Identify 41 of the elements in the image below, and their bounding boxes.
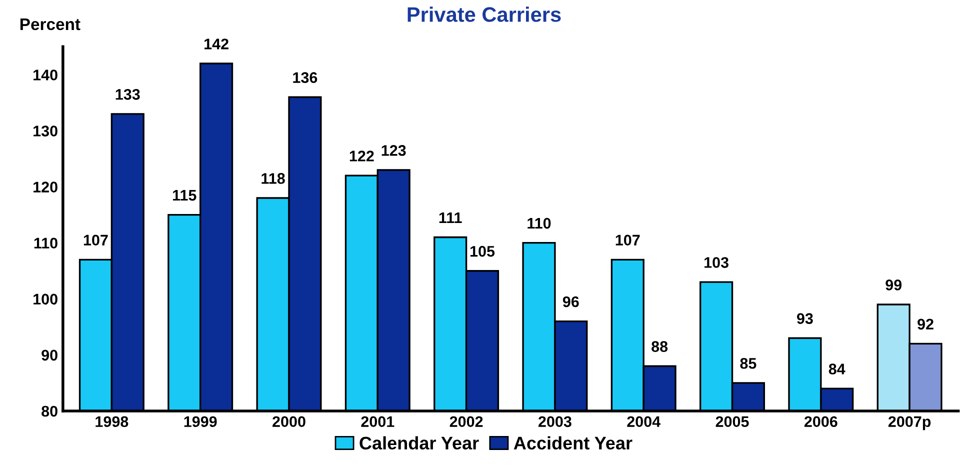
data-label: 88 (652, 341, 668, 352)
data-label: 99 (886, 280, 902, 290)
data-label: 96 (562, 296, 579, 308)
x-tick-label: 1999 (184, 416, 217, 428)
data-label: 107 (616, 234, 640, 246)
data-label: 122 (350, 150, 374, 162)
x-tick-label: 2001 (361, 416, 394, 428)
data-label: 110 (528, 218, 551, 229)
data-label: 103 (704, 257, 728, 268)
y-tick-label: 140 (34, 70, 58, 80)
data-label: 142 (204, 38, 228, 50)
x-tick-label: 2005 (716, 416, 749, 428)
y-tick-label: 120 (34, 182, 58, 192)
data-label: 123 (382, 145, 406, 156)
data-label: 92 (918, 318, 934, 330)
data-label: 85 (740, 358, 756, 369)
data-label: 118 (262, 173, 285, 184)
x-tick-label: 2003 (538, 416, 572, 428)
x-tick-label: 2006 (804, 416, 838, 428)
y-tick-label: 100 (34, 294, 58, 305)
data-label: 136 (293, 72, 318, 84)
y-tick-label: 80 (42, 406, 58, 417)
data-label: 105 (470, 246, 495, 257)
data-label: 93 (796, 313, 813, 324)
y-tick-label: 130 (34, 126, 58, 136)
y-tick-label: 90 (42, 350, 58, 361)
legend-label: Calendar Year (360, 436, 479, 450)
data-label: 111 (439, 212, 462, 223)
x-tick-label: 2000 (272, 416, 306, 428)
chart-title: Private Carriers (408, 6, 561, 22)
x-tick-label: 2004 (627, 416, 661, 428)
data-label: 115 (173, 190, 196, 201)
data-label: 84 (828, 364, 846, 374)
y-axis-title: Percent (20, 18, 80, 30)
data-label: 107 (84, 234, 108, 246)
data-label: 133 (116, 89, 140, 100)
x-tick-label: 2007p (888, 416, 931, 430)
y-tick-label: 110 (34, 238, 58, 249)
x-tick-label: 2002 (450, 416, 483, 428)
x-tick-label: 1998 (96, 416, 128, 428)
legend-label: Accident Year (514, 436, 632, 450)
